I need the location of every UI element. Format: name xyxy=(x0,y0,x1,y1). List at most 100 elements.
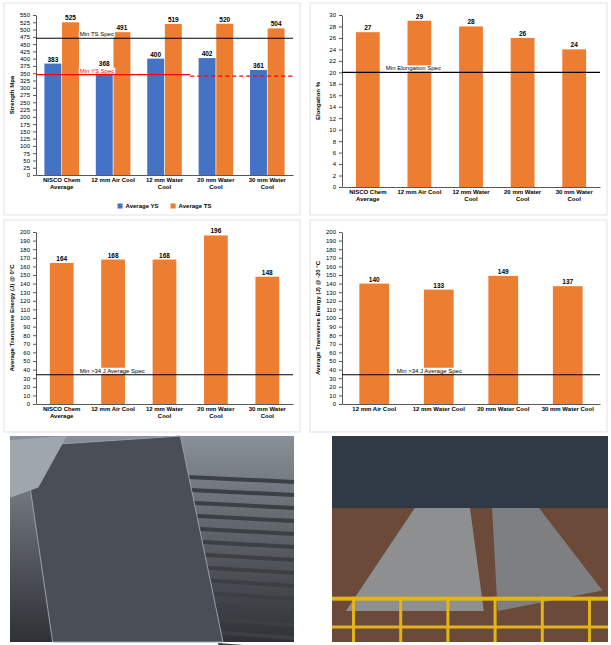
bar xyxy=(407,21,431,187)
y-tick: 10 xyxy=(329,393,342,399)
data-label: 168 xyxy=(108,252,119,259)
chart-panel: 0102030405060708090100110120130140150160… xyxy=(310,220,607,432)
y-tick: 550 xyxy=(20,12,36,18)
tick-label: 250 xyxy=(20,100,31,106)
data-label: 137 xyxy=(562,278,573,285)
tick-mark xyxy=(33,102,36,103)
tick-label: 150 xyxy=(326,272,337,278)
tick-mark xyxy=(339,107,342,108)
tick-label-line: Cool xyxy=(516,196,530,202)
reference-labels: Min >34 J Average Spec xyxy=(79,368,146,374)
y-tick: 100 xyxy=(326,315,342,321)
y-tick: 180 xyxy=(20,247,36,253)
x-tick: NISCO ChemAverage xyxy=(43,177,80,190)
tick-mark xyxy=(339,387,342,388)
data-label: 26 xyxy=(519,30,527,37)
tick-label-line: NISCO Chem xyxy=(43,177,80,183)
tick-label-line: 30 mm Water xyxy=(249,406,287,412)
bar xyxy=(62,22,79,175)
tick-label: 22 xyxy=(329,58,336,64)
tick-label: NISCO ChemAverage xyxy=(43,406,80,419)
axis-line xyxy=(343,404,601,405)
tick-mark xyxy=(33,80,36,81)
tick-label: 140 xyxy=(326,281,337,287)
y-tick: 20 xyxy=(329,384,342,390)
axis-line xyxy=(36,16,37,176)
y-tick: 20 xyxy=(329,70,342,76)
tick-label: 500 xyxy=(20,27,31,33)
reference-line xyxy=(36,374,293,375)
tick-label: 200 xyxy=(20,229,31,235)
y-tick: 0 xyxy=(333,401,342,407)
y-tick: 90 xyxy=(329,324,342,330)
tick-label: 180 xyxy=(20,247,31,253)
reference-line xyxy=(36,38,293,39)
axis-line xyxy=(37,175,294,176)
tick-label-line: Cool xyxy=(158,413,172,419)
photo-plate xyxy=(24,436,223,642)
y-axis-title: Elongation % xyxy=(315,81,321,120)
data-label: 368 xyxy=(99,60,110,67)
reference-label: Min YS Spec xyxy=(80,68,115,74)
legend-item: Average TS xyxy=(171,203,212,209)
photo-plate xyxy=(10,436,67,498)
y-tick: 50 xyxy=(23,358,36,364)
tick-label: 16 xyxy=(329,93,336,99)
tick-mark xyxy=(33,37,36,38)
legend-swatch xyxy=(171,204,176,209)
tick-mark xyxy=(339,395,342,396)
tick-label: 200 xyxy=(20,114,31,120)
reference-label: Min TS Spec xyxy=(80,31,114,37)
y-axis: 0102030405060708090100110120130140150160… xyxy=(326,229,343,407)
chart-panel: 0102030405060708090100110120130140150160… xyxy=(4,220,300,432)
tick-mark xyxy=(33,30,36,31)
bars xyxy=(356,21,586,187)
tick-label-line: 12 mm Water xyxy=(146,406,184,412)
tick-label: 110 xyxy=(20,307,30,313)
y-tick: 130 xyxy=(326,290,342,296)
tick-label: 20 mm WaterCool xyxy=(197,406,235,419)
y-tick: 525 xyxy=(20,20,36,26)
tick-label: 10 xyxy=(329,393,336,399)
y-tick: 275 xyxy=(20,92,36,98)
tick-label: 12 mm Air Cool xyxy=(91,177,135,183)
tick-mark xyxy=(33,168,36,169)
x-tick: 12 mm WaterCool xyxy=(146,406,184,419)
y-tick: 14 xyxy=(329,104,342,110)
x-tick: 20 mm WaterCool xyxy=(197,406,235,419)
x-tick: 12 mm Air Cool xyxy=(398,189,442,195)
figure: 0255075100125150175200225250275300325350… xyxy=(0,0,611,645)
y-tick: 50 xyxy=(23,158,36,164)
tick-label: 75 xyxy=(23,151,30,157)
photo-roller xyxy=(214,632,294,638)
tick-label: 12 mm WaterCool xyxy=(452,189,490,202)
tick-label: 120 xyxy=(20,298,31,304)
tick-mark xyxy=(33,51,36,52)
data-label: 491 xyxy=(116,24,127,31)
tick-label: NISCO ChemAverage xyxy=(349,189,386,202)
tick-mark xyxy=(33,160,36,161)
data-label: 29 xyxy=(416,13,424,20)
axis-line xyxy=(342,16,343,188)
tick-label: 350 xyxy=(20,71,31,77)
tick-mark xyxy=(339,335,342,336)
tick-label: 375 xyxy=(20,63,31,69)
photo-plate xyxy=(492,508,602,611)
tick-label-line: 12 mm Air Cool xyxy=(91,177,135,183)
tick-mark xyxy=(339,176,342,177)
tick-label-line: Cool xyxy=(209,413,223,419)
tick-label: 475 xyxy=(20,34,31,40)
y-axis-title: Average Transverse Energy (J) @ 0°C xyxy=(9,264,15,372)
y-tick: 200 xyxy=(20,114,36,120)
photo xyxy=(10,436,294,645)
tick-mark xyxy=(33,284,36,285)
y-tick: 22 xyxy=(329,58,342,64)
tick-label: 18 xyxy=(329,81,336,87)
tick-label: 30 mm WaterCool xyxy=(249,177,287,190)
bar xyxy=(562,49,586,187)
tick-label-line: NISCO Chem xyxy=(349,189,386,195)
y-tick: 30 xyxy=(329,12,342,18)
tick-label: 6 xyxy=(333,150,337,156)
y-tick: 130 xyxy=(20,290,36,296)
tick-label: 90 xyxy=(23,324,30,330)
